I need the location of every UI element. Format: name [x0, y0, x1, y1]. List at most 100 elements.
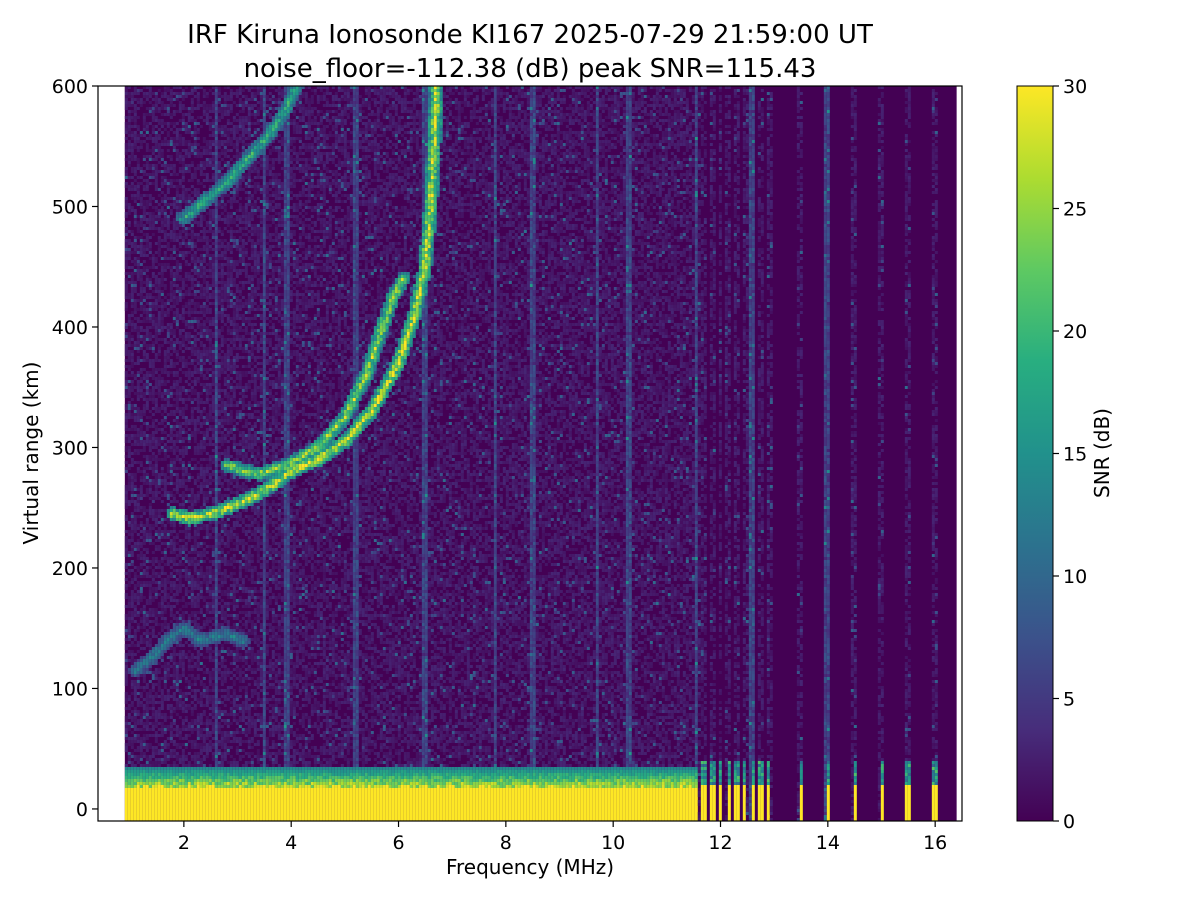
heatmap-cell — [163, 725, 167, 728]
heatmap-cell — [175, 512, 179, 515]
heatmap-cell — [160, 125, 164, 128]
heatmap-cell — [196, 104, 200, 107]
heatmap-cell — [142, 407, 146, 410]
heatmap-cell — [205, 239, 209, 242]
heatmap-cell — [202, 335, 206, 338]
heatmap-cell — [151, 674, 155, 677]
heatmap-cell — [181, 644, 185, 647]
heatmap-cell — [205, 581, 209, 584]
heatmap-cell — [193, 428, 197, 431]
heatmap-cell — [169, 458, 173, 461]
heatmap-cell — [163, 137, 167, 140]
heatmap-cell — [163, 296, 167, 299]
heatmap-cell — [175, 128, 179, 131]
heatmap-cell — [199, 116, 203, 119]
heatmap-cell — [190, 209, 194, 212]
heatmap-cell — [166, 542, 170, 545]
heatmap-cell — [181, 614, 185, 617]
heatmap-cell — [190, 107, 194, 110]
heatmap-cell — [148, 224, 152, 227]
heatmap-cell — [208, 230, 212, 233]
heatmap-cell — [208, 800, 212, 803]
heatmap-cell — [124, 173, 128, 176]
heatmap-cell — [133, 167, 137, 170]
heatmap-cell — [130, 641, 134, 644]
heatmap-cell — [157, 242, 161, 245]
heatmap-cell — [199, 800, 203, 803]
heatmap-cell — [172, 296, 176, 299]
heatmap-cell — [199, 440, 203, 443]
heatmap-cell — [148, 89, 152, 92]
heatmap-cell — [175, 194, 179, 197]
heatmap-cell — [124, 680, 128, 683]
heatmap-cell — [181, 497, 185, 500]
heatmap-cell — [136, 146, 140, 149]
heatmap-cell — [196, 665, 200, 668]
heatmap-cell — [130, 551, 134, 554]
heatmap-cell — [163, 596, 167, 599]
heatmap-cell — [130, 704, 134, 707]
heatmap-cell — [187, 725, 191, 728]
heatmap-cell — [133, 806, 137, 809]
heatmap-cell — [151, 656, 155, 659]
heatmap-cell — [175, 641, 179, 644]
heatmap-cell — [193, 128, 197, 131]
heatmap-cell — [139, 806, 143, 809]
heatmap-cell — [139, 203, 143, 206]
heatmap-cell — [157, 215, 161, 218]
heatmap-cell — [181, 176, 185, 179]
heatmap-cell — [154, 515, 158, 518]
heatmap-cell — [175, 680, 179, 683]
heatmap-cell — [130, 731, 134, 734]
heatmap-cell — [205, 140, 209, 143]
heatmap-cell — [208, 506, 212, 509]
heatmap-cell — [136, 449, 140, 452]
heatmap-cell — [142, 812, 146, 815]
heatmap-cell — [163, 530, 167, 533]
heatmap-cell — [124, 212, 128, 215]
heatmap-cell — [199, 593, 203, 596]
heatmap-cell — [124, 419, 128, 422]
heatmap-cell — [169, 545, 173, 548]
heatmap-cell — [184, 791, 188, 794]
heatmap-cell — [208, 146, 212, 149]
heatmap-cell — [154, 566, 158, 569]
heatmap-cell — [190, 398, 194, 401]
heatmap-cell — [184, 527, 188, 530]
heatmap-cell — [172, 149, 176, 152]
heatmap-cell — [211, 545, 215, 548]
heatmap-cell — [184, 566, 188, 569]
heatmap-cell — [205, 737, 209, 740]
heatmap-cell — [127, 575, 131, 578]
heatmap-cell — [205, 569, 209, 572]
heatmap-cell — [211, 458, 215, 461]
heatmap-cell — [169, 89, 173, 92]
heatmap-cell — [160, 419, 164, 422]
heatmap-cell — [157, 782, 161, 785]
heatmap-cell — [193, 200, 197, 203]
heatmap-cell — [151, 818, 155, 821]
heatmap-cell — [184, 626, 188, 629]
heatmap-cell — [178, 803, 182, 806]
heatmap-cell — [175, 410, 179, 413]
heatmap-cell — [187, 233, 191, 236]
heatmap-cell — [127, 524, 131, 527]
heatmap-cell — [208, 215, 212, 218]
heatmap-cell — [154, 425, 158, 428]
heatmap-cell — [181, 509, 185, 512]
heatmap-cell — [211, 596, 215, 599]
heatmap-cell — [202, 386, 206, 389]
heatmap-cell — [154, 701, 158, 704]
heatmap-cell — [190, 788, 194, 791]
heatmap-cell — [172, 674, 176, 677]
heatmap-cell — [136, 815, 140, 818]
heatmap-cell — [139, 581, 143, 584]
heatmap-cell — [193, 656, 197, 659]
heatmap-cell — [169, 413, 173, 416]
heatmap-cell — [205, 722, 209, 725]
heatmap-cell — [139, 392, 143, 395]
heatmap-cell — [157, 575, 161, 578]
heatmap-cell — [133, 386, 137, 389]
heatmap-cell — [151, 434, 155, 437]
heatmap-cell — [205, 305, 209, 308]
